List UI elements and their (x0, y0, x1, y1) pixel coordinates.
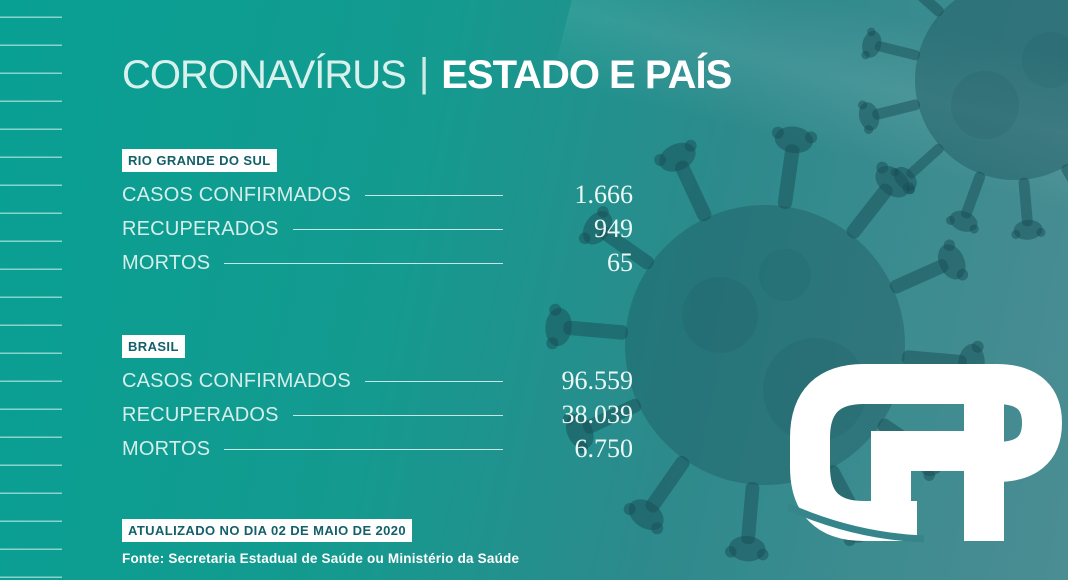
stat-row: MORTOS 6.750 (122, 432, 633, 466)
leader-line (364, 380, 503, 382)
stat-row: RECUPERADOS 949 (122, 212, 633, 246)
title-light: CORONAVÍRUS (122, 53, 407, 97)
leader-line (292, 414, 503, 416)
leader-line (292, 228, 503, 230)
title-separator: | (418, 51, 429, 95)
title-bold: ESTADO E PAÍS (441, 53, 732, 97)
stat-row: MORTOS 65 (122, 246, 633, 280)
stat-label: RECUPERADOS (122, 217, 279, 240)
page-title: CORONAVÍRUS | ESTADO E PAÍS (122, 51, 732, 98)
stat-value: 38.039 (561, 400, 634, 429)
stat-value: 96.559 (561, 366, 634, 395)
stat-value: 949 (594, 214, 633, 243)
gp-logo (788, 364, 1063, 543)
stat-label: CASOS CONFIRMADOS (122, 369, 351, 392)
stat-row: CASOS CONFIRMADOS 96.559 (122, 364, 633, 398)
leader-line (224, 262, 503, 264)
stat-value: 6.750 (574, 434, 634, 463)
leader-line (364, 194, 503, 196)
stat-label: CASOS CONFIRMADOS (122, 183, 351, 206)
section-rio-grande-do-sul: RIO GRANDE DO SUL CASOS CONFIRMADOS 1.66… (122, 149, 633, 280)
section-brasil: BRASIL CASOS CONFIRMADOS 96.559 RECUPERA… (122, 335, 633, 466)
updated-badge: ATUALIZADO NO DIA 02 DE MAIO DE 2020 (122, 519, 413, 542)
left-ruler-ticks (0, 0, 62, 580)
stat-label: MORTOS (122, 437, 211, 460)
stat-label: RECUPERADOS (122, 403, 279, 426)
source-text: Fonte: Secretaria Estadual de Saúde ou M… (122, 551, 520, 566)
stat-label: MORTOS (122, 251, 211, 274)
leader-line (224, 448, 503, 450)
stat-row: CASOS CONFIRMADOS 1.666 (122, 178, 633, 212)
footer: ATUALIZADO NO DIA 02 DE MAIO DE 2020 Fon… (122, 519, 519, 566)
virus-illustration-corner (855, 0, 1068, 242)
region-badge: BRASIL (122, 335, 185, 358)
region-badge: RIO GRANDE DO SUL (122, 149, 277, 172)
stat-row: RECUPERADOS 38.039 (122, 398, 633, 432)
stat-value: 65 (607, 248, 633, 277)
stat-value: 1.666 (574, 180, 634, 209)
